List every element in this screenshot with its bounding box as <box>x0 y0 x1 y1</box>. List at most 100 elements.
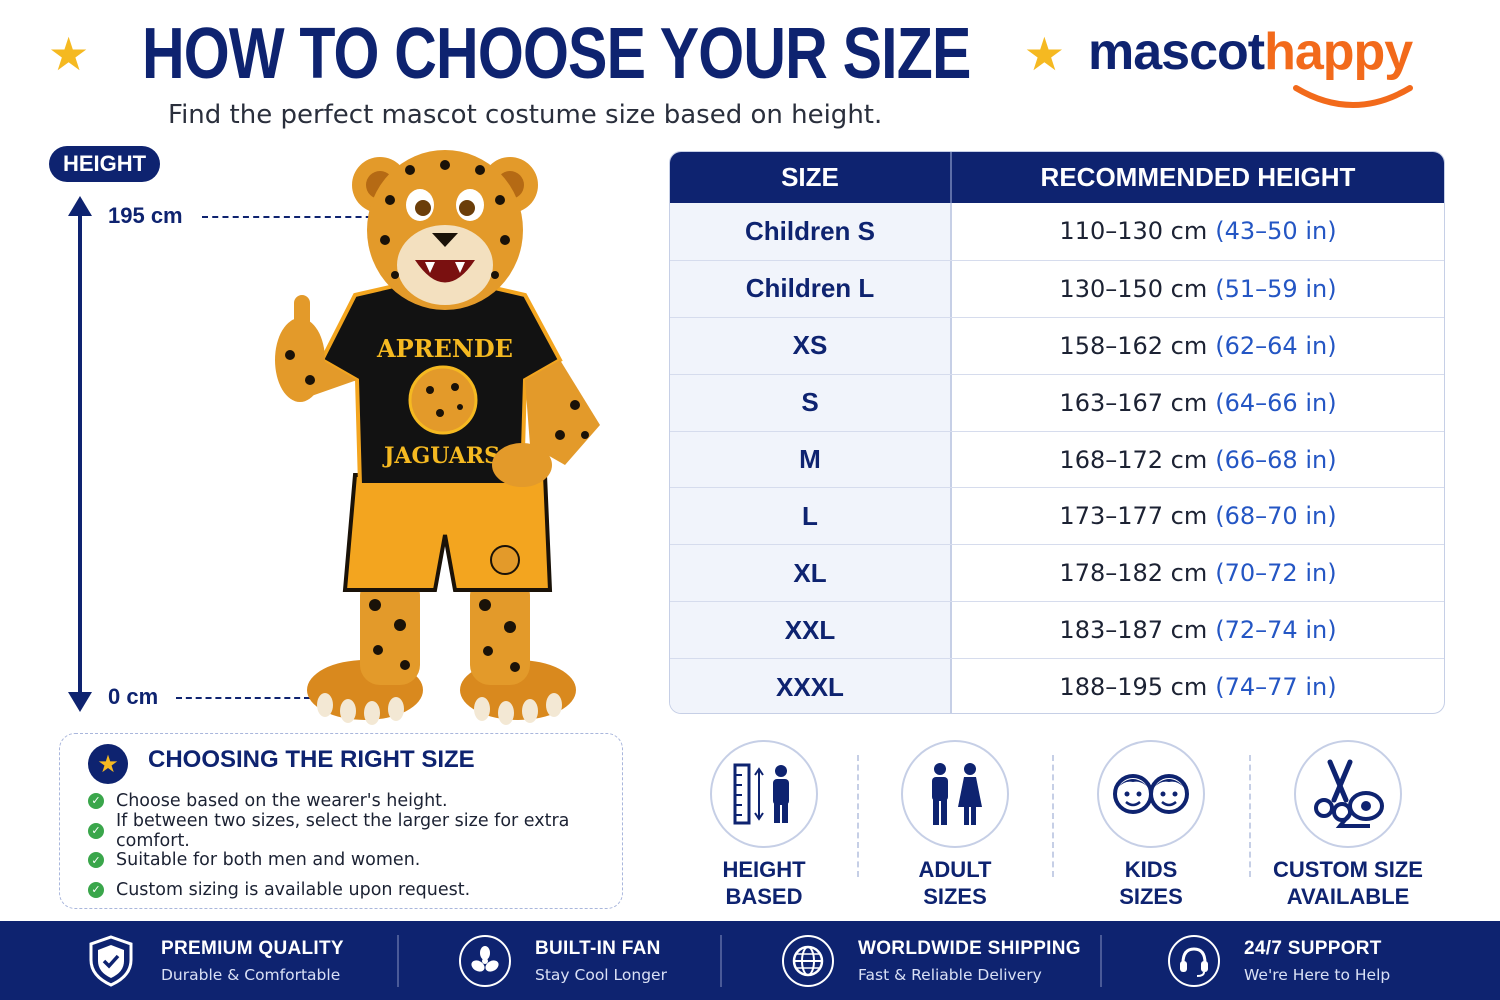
header-size: SIZE <box>670 152 952 203</box>
feature-line1: KIDS <box>1124 857 1178 882</box>
height-in: (62–64 in) <box>1215 331 1337 360</box>
height-cm: 178–182 cm <box>1059 559 1208 588</box>
height-cm: 130–150 cm <box>1059 274 1208 303</box>
table-header: SIZE RECOMMENDED HEIGHT <box>670 152 1444 203</box>
page-subtitle: Find the perfect mascot costume size bas… <box>168 100 883 130</box>
star-icon: ★ <box>1023 27 1065 81</box>
logo-text-happy: happy <box>1264 23 1413 81</box>
title-bar: ★ HOW TO CHOOSE YOUR SIZE ★ <box>48 14 1065 94</box>
scale-bottom-label: 0 cm <box>108 684 159 709</box>
footer-support: 24/7 SUPPORT We're Here to Help <box>1168 921 1390 1000</box>
table-row: L 173–177 cm (68–70 in) <box>670 487 1444 545</box>
feature-divider <box>857 755 859 877</box>
jaguar-mascot-illustration: APRENDE JAGUARS <box>275 150 600 725</box>
page-title: HOW TO CHOOSE YOUR SIZE <box>142 14 971 94</box>
feature-divider <box>1052 755 1054 877</box>
height-in: (64–66 in) <box>1215 388 1337 417</box>
footer-divider <box>1100 935 1102 987</box>
shirt-text-top: APRENDE <box>376 334 513 363</box>
adults-icon <box>901 740 1009 848</box>
footer-bar: PREMIUM QUALITY Durable & Comfortable BU… <box>0 921 1500 1000</box>
table-row: XS 158–162 cm (62–64 in) <box>670 316 1444 374</box>
footer-subtitle: Stay Cool Longer <box>535 965 667 984</box>
size-cell: XS <box>670 317 952 374</box>
star-badge-icon: ★ <box>88 744 128 784</box>
logo-text-mascot: mascot <box>1088 23 1265 81</box>
feature-divider <box>1249 755 1251 877</box>
feature-line2: AVAILABLE <box>1286 884 1410 909</box>
tips-box: ★ CHOOSING THE RIGHT SIZE ✓ Choose based … <box>59 733 623 909</box>
brand-logo[interactable]: mascothappy <box>1088 22 1438 112</box>
height-cell: 110–130 cm (43–50 in) <box>952 203 1444 260</box>
size-cell: L <box>670 488 952 545</box>
list-item: ✓ Choose based on the wearer's height. <box>88 786 622 816</box>
height-cell: 178–182 cm (70–72 in) <box>952 545 1444 601</box>
table-row: XXXL 188–195 cm (74–77 in) <box>670 658 1444 713</box>
height-in: (72–74 in) <box>1215 616 1337 645</box>
feature-line2: SIZES <box>923 884 987 909</box>
size-cell: Children L <box>670 260 952 317</box>
height-cell: 168–172 cm (66–68 in) <box>952 432 1444 488</box>
feature-kids-sizes: KIDS SIZES <box>1066 740 1236 910</box>
size-cell: XXL <box>670 602 952 659</box>
feature-line1: ADULT <box>918 857 992 882</box>
height-in: (43–50 in) <box>1215 217 1337 246</box>
scissors-tape-icon <box>1294 740 1402 848</box>
scale-top-label: 195 cm <box>108 203 183 228</box>
feature-custom-size: CUSTOM SIZE AVAILABLE <box>1263 740 1433 910</box>
height-cell: 173–177 cm (68–70 in) <box>952 488 1444 544</box>
tips-list: ✓ Choose based on the wearer's height. ✓ I… <box>88 786 622 905</box>
feature-adult-sizes: ADULT SIZES <box>870 740 1040 910</box>
headset-icon <box>1168 934 1220 987</box>
scale-top-guide <box>202 216 382 218</box>
height-in: (74–77 in) <box>1215 673 1337 702</box>
footer-title: 24/7 SUPPORT <box>1244 937 1382 959</box>
smile-icon <box>1293 85 1413 108</box>
size-cell: S <box>670 374 952 431</box>
height-cell: 158–162 cm (62–64 in) <box>952 318 1444 374</box>
list-item: ✓ Custom sizing is available upon request… <box>88 875 622 905</box>
list-item: ✓ If between two sizes, select the larger… <box>88 811 622 851</box>
height-label: HEIGHT <box>49 146 160 182</box>
feature-line2: SIZES <box>1119 884 1183 909</box>
table-row: M 168–172 cm (66–68 in) <box>670 430 1444 488</box>
feature-height-based: HEIGHT BASED <box>679 740 849 910</box>
shirt-text-bottom: JAGUARS <box>382 443 500 469</box>
height-cm: 163–167 cm <box>1059 388 1208 417</box>
footer-divider <box>397 935 399 987</box>
height-cell: 183–187 cm (72–74 in) <box>952 602 1444 658</box>
height-cm: 183–187 cm <box>1059 616 1208 645</box>
height-cm: 188–195 cm <box>1059 673 1208 702</box>
footer-title: WORLDWIDE SHIPPING <box>858 937 1081 959</box>
size-cell: M <box>670 431 952 488</box>
height-cm: 110–130 cm <box>1059 217 1208 246</box>
fan-icon <box>459 934 511 987</box>
feature-line1: HEIGHT <box>722 857 806 882</box>
size-chart-table: SIZE RECOMMENDED HEIGHT Children S 110–13… <box>669 151 1445 714</box>
footer-divider <box>720 935 722 987</box>
scale-bottom-guide <box>176 697 310 699</box>
table-row: S 163–167 cm (64–66 in) <box>670 373 1444 431</box>
footer-premium-quality: PREMIUM QUALITY Durable & Comfortable <box>85 921 344 1000</box>
check-icon: ✓ <box>88 881 104 898</box>
check-icon: ✓ <box>88 792 104 809</box>
globe-icon <box>782 934 834 987</box>
footer-built-in-fan: BUILT-IN FAN Stay Cool Longer <box>459 921 667 1000</box>
check-icon: ✓ <box>88 852 104 869</box>
header-height: RECOMMENDED HEIGHT <box>1040 162 1356 192</box>
footer-title: PREMIUM QUALITY <box>161 937 344 959</box>
height-in: (70–72 in) <box>1215 559 1337 588</box>
height-cm: 173–177 cm <box>1059 502 1208 531</box>
check-icon: ✓ <box>88 822 104 839</box>
table-row: XXL 183–187 cm (72–74 in) <box>670 601 1444 659</box>
shield-check-icon <box>85 934 137 987</box>
size-cell: Children S <box>670 203 952 260</box>
footer-title: BUILT-IN FAN <box>535 937 661 959</box>
list-item: ✓ Suitable for both men and women. <box>88 845 622 875</box>
feature-line2: BASED <box>725 884 803 909</box>
tips-title: CHOOSING THE RIGHT SIZE <box>148 746 475 773</box>
footer-subtitle: We're Here to Help <box>1244 965 1391 984</box>
footer-worldwide-shipping: WORLDWIDE SHIPPING Fast & Reliable Deliv… <box>782 921 1081 1000</box>
table-row: Children L 130–150 cm (51–59 in) <box>670 259 1444 317</box>
height-cell: 188–195 cm (74–77 in) <box>952 659 1444 713</box>
